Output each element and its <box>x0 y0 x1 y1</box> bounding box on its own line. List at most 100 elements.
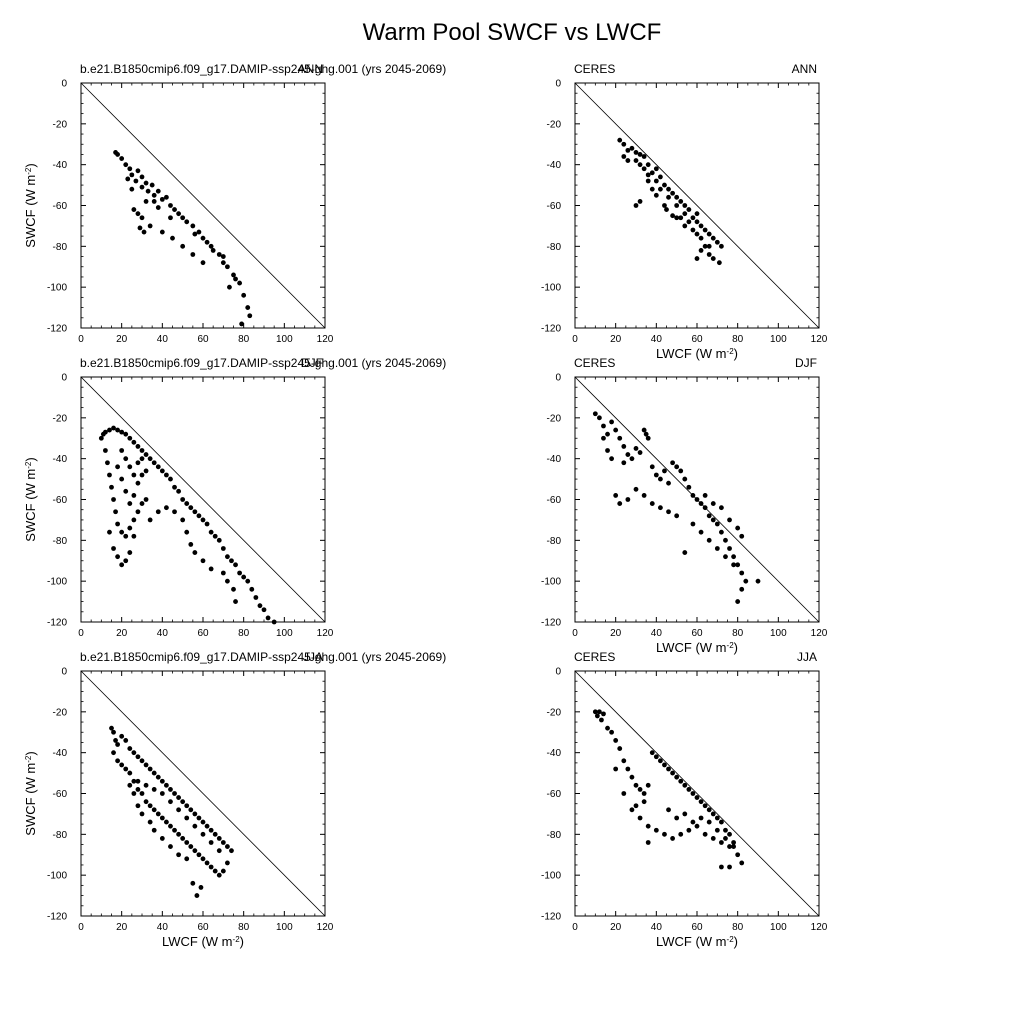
data-point <box>247 313 253 319</box>
y-tick-label: -20 <box>53 707 68 718</box>
y-tick-label: -60 <box>547 789 562 800</box>
data-point <box>168 799 173 805</box>
data-point <box>123 456 129 462</box>
data-point <box>666 766 671 772</box>
data-point <box>637 152 643 157</box>
data-point <box>710 811 716 817</box>
data-point <box>686 787 692 792</box>
data-point <box>706 243 712 249</box>
data-point <box>184 529 190 535</box>
data-point <box>716 260 722 266</box>
data-point <box>200 235 206 241</box>
data-point <box>176 852 182 858</box>
data-point <box>196 852 202 858</box>
data-point <box>710 836 716 841</box>
data-point <box>115 427 120 433</box>
data-point <box>641 791 647 796</box>
data-point <box>674 815 680 821</box>
data-point <box>159 778 165 784</box>
data-point <box>694 231 700 237</box>
data-point <box>139 472 145 478</box>
y-tick-label: -40 <box>547 748 562 759</box>
data-point <box>155 811 161 817</box>
data-point <box>176 211 182 217</box>
x-tick-label: 60 <box>691 628 703 639</box>
data-point <box>131 207 137 212</box>
data-point <box>192 848 198 854</box>
data-point <box>139 791 145 796</box>
data-point <box>159 836 165 841</box>
data-point <box>127 550 133 555</box>
data-point <box>686 484 692 490</box>
data-point <box>180 517 186 523</box>
data-point <box>702 227 708 233</box>
data-point <box>131 750 137 756</box>
data-point <box>237 570 243 576</box>
data-point <box>645 782 651 788</box>
data-point <box>139 215 145 221</box>
data-point <box>239 321 245 327</box>
data-point <box>706 231 712 237</box>
data-point <box>139 184 145 190</box>
data-point <box>208 529 214 535</box>
data-point <box>159 196 165 202</box>
data-point <box>168 823 173 829</box>
data-point <box>184 840 190 845</box>
data-point <box>674 464 680 470</box>
data-point <box>135 509 141 515</box>
data-point <box>151 199 157 204</box>
data-point <box>245 305 251 310</box>
data-point <box>139 501 145 506</box>
reference-line <box>80 670 326 917</box>
x-axis-label: LWCF (W m-2) <box>656 640 738 655</box>
data-point <box>147 803 153 809</box>
data-point <box>192 823 198 829</box>
data-point <box>658 174 663 180</box>
panel-right-label: DJF <box>795 356 817 370</box>
data-point <box>143 762 149 768</box>
data-point <box>159 468 165 474</box>
x-tick-label: 120 <box>317 628 334 639</box>
y-axis-label: SWCF (W m-2) <box>23 163 38 247</box>
data-point <box>629 807 635 813</box>
data-point <box>216 836 222 841</box>
data-point <box>605 431 610 437</box>
data-point <box>220 546 226 551</box>
data-point <box>629 456 635 462</box>
y-tick-label: -60 <box>53 201 68 212</box>
figure-title: Warm Pool SWCF vs LWCF <box>363 19 662 46</box>
data-point <box>682 223 688 229</box>
data-point <box>739 570 745 576</box>
data-point <box>731 554 736 560</box>
y-tick-label: 0 <box>61 373 67 384</box>
data-point <box>613 766 619 772</box>
data-point <box>164 782 169 788</box>
data-point <box>164 819 169 825</box>
data-point <box>245 578 251 584</box>
data-point <box>212 533 218 539</box>
data-point <box>698 235 704 241</box>
data-point <box>637 787 643 792</box>
y-tick-label: -20 <box>53 119 68 130</box>
data-point <box>662 182 667 188</box>
y-tick-label: 0 <box>555 79 561 90</box>
data-point <box>621 141 627 147</box>
data-point <box>666 480 671 486</box>
data-point <box>135 778 141 784</box>
data-point <box>196 815 202 821</box>
data-point <box>115 554 120 560</box>
data-point <box>188 844 194 849</box>
data-point <box>147 456 153 462</box>
data-point <box>123 766 129 772</box>
data-point <box>710 256 716 261</box>
data-point <box>225 578 230 584</box>
data-point <box>690 493 696 498</box>
x-tick-label: 60 <box>197 334 209 345</box>
data-point <box>698 223 704 229</box>
data-point <box>216 872 222 878</box>
data-point <box>107 472 112 478</box>
data-point <box>208 243 214 249</box>
data-point <box>649 464 655 470</box>
data-point <box>710 235 716 241</box>
data-point <box>164 472 169 478</box>
